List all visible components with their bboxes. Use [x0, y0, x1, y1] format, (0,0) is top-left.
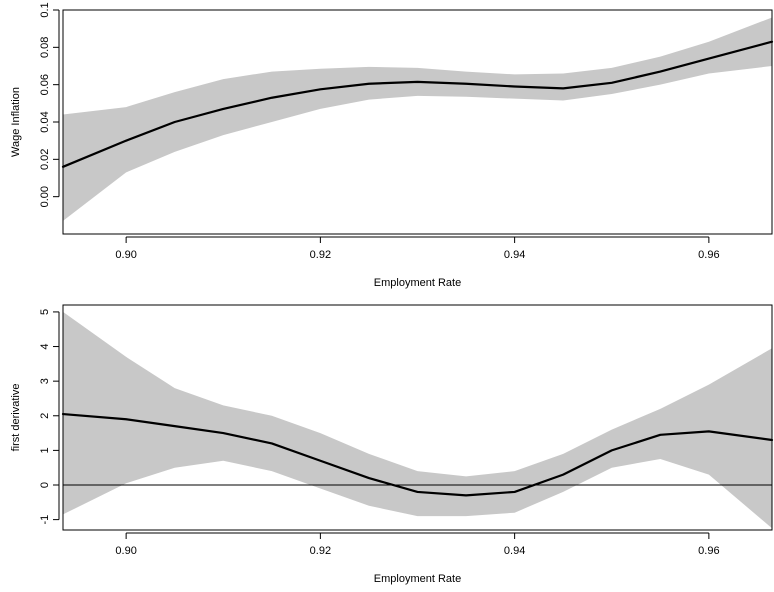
x-axis-title: Employment Rate: [374, 573, 461, 585]
x-tick-label: 0.96: [698, 545, 719, 557]
y-tick-label: 0.1: [39, 2, 51, 17]
y-axis: -1 0 1 2 3 4 5: [39, 309, 60, 525]
x-axis: 0.90 0.92 0.94 0.96: [115, 532, 720, 557]
x-tick-label: 0.90: [115, 249, 136, 261]
confidence-band-area-0: [63, 17, 772, 221]
confidence-band-area-0: [63, 311, 772, 529]
y-axis-title: first derivative: [10, 384, 22, 452]
fit-line-0: [61, 40, 774, 168]
y-tick-label: 2: [39, 413, 51, 419]
panel-first-derivative: 0.90 0.92 0.94 0.96 -1 0 1 2 3 4 5 Employment Rat…: [10, 304, 774, 585]
panel-wage-inflation: 0.90 0.92 0.94 0.96 0.00 0.02 0.04 0.06 0.08 0.1…: [10, 2, 774, 289]
y-tick-label: 4: [39, 343, 51, 349]
y-tick-label: 5: [39, 309, 51, 315]
confidence-band: [63, 17, 772, 221]
y-tick-label: 0.08: [39, 37, 51, 58]
fit-line-0: [61, 412, 774, 497]
x-tick-label: 0.92: [310, 545, 331, 557]
y-axis-title: Wage Inflation: [10, 87, 22, 157]
y-tick-label: 0.02: [39, 149, 51, 170]
plot-frame: [62, 9, 773, 235]
x-tick-label: 0.96: [698, 249, 719, 261]
y-tick-label: 1: [39, 447, 51, 453]
y-tick-label: 0.00: [39, 186, 51, 207]
x-tick-label: 0.90: [115, 545, 136, 557]
y-tick-label: 3: [39, 378, 51, 384]
x-tick-label: 0.92: [310, 249, 331, 261]
y-tick-label: 0.04: [39, 111, 51, 132]
y-axis: 0.00 0.02 0.04 0.06 0.08 0.1: [39, 2, 60, 207]
plot-frame: [62, 304, 773, 531]
fitted-curve: [61, 40, 774, 168]
confidence-band: [63, 311, 772, 529]
fitted-curve: [61, 412, 774, 497]
x-axis: 0.90 0.92 0.94 0.96: [115, 236, 720, 261]
x-tick-label: 0.94: [504, 545, 525, 557]
y-tick-label: 0.06: [39, 74, 51, 95]
y-tick-label: -1: [39, 515, 51, 525]
x-axis-title: Employment Rate: [374, 277, 461, 289]
x-tick-label: 0.94: [504, 249, 525, 261]
y-tick-label: 0: [39, 482, 51, 488]
